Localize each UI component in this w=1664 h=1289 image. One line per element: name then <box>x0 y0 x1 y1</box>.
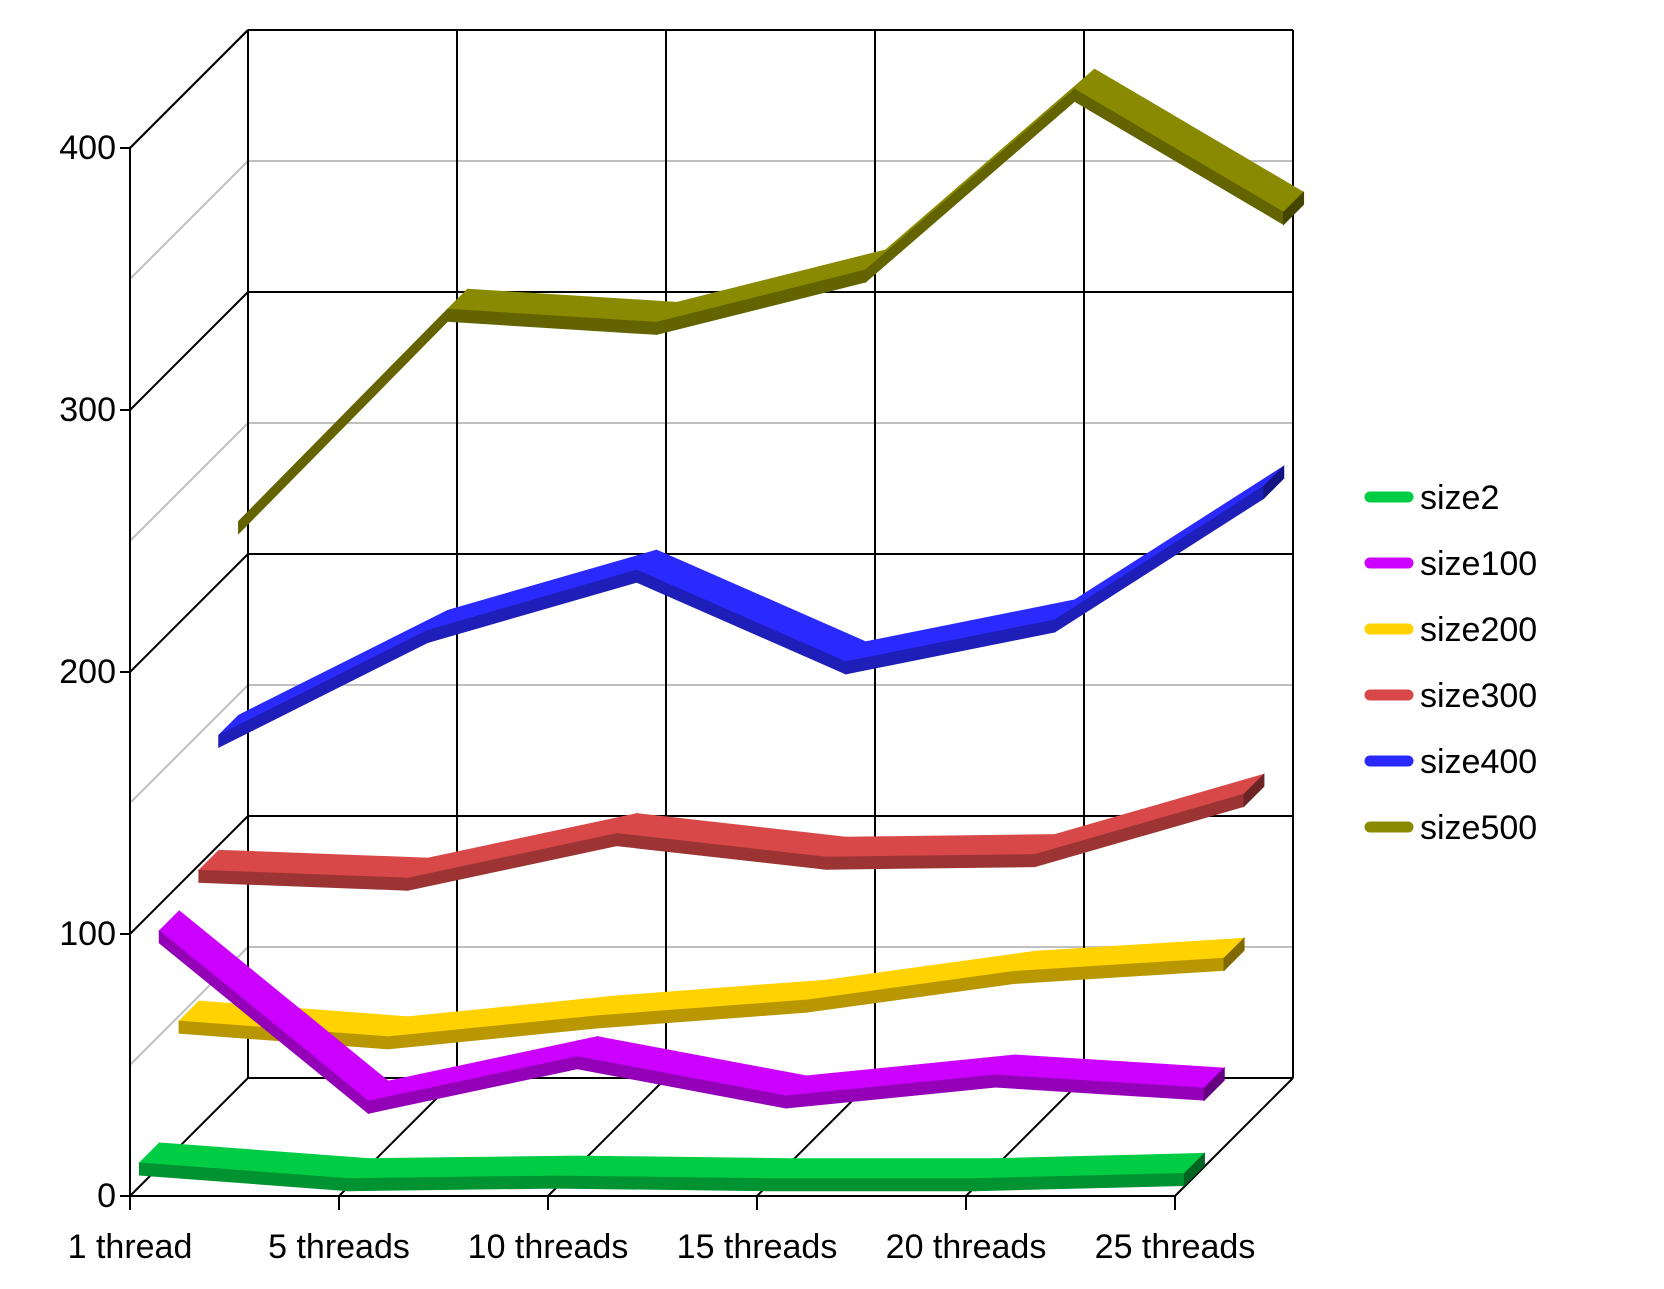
ribbon-end-cap <box>1223 937 1245 972</box>
x-tick-label: 20 threads <box>886 1228 1047 1266</box>
x-tick-label: 15 threads <box>677 1228 838 1266</box>
legend-label: size200 <box>1420 611 1537 649</box>
legend-label: size300 <box>1420 677 1537 715</box>
x-tick-label: 25 threads <box>1095 1228 1256 1266</box>
ribbon-top-segment <box>1073 68 1305 213</box>
ribbon-end-cap <box>1183 1152 1205 1187</box>
x-tick-label: 1 thread <box>68 1228 193 1266</box>
ribbon-top-segment <box>1034 773 1265 856</box>
floor-depth-line <box>129 1077 249 1197</box>
wall-top-line <box>129 29 249 149</box>
minor-gridline-side <box>129 422 249 542</box>
series-size400 <box>218 465 1285 749</box>
y-tick-label: 100 <box>59 915 116 953</box>
y-tick-label: 300 <box>59 391 116 429</box>
ribbon-front-segment <box>556 1175 767 1192</box>
ribbon-top-segment <box>218 609 449 736</box>
series-layer <box>138 68 1305 1192</box>
ribbon-top-segment <box>347 1155 579 1180</box>
ribbon-end-cap <box>1283 191 1305 226</box>
x-tick-label: 5 threads <box>268 1228 410 1266</box>
series-size2 <box>138 1142 1206 1192</box>
ribbon-front-segment <box>1034 793 1245 868</box>
ribbon-front-segment <box>218 629 429 749</box>
ribbon-front-segment <box>825 854 1036 870</box>
y-tick-label: 400 <box>59 129 116 167</box>
ribbon-front-segment <box>427 569 638 644</box>
x-tick-label: 10 threads <box>468 1228 629 1266</box>
ribbon-end-cap <box>1263 465 1285 500</box>
series-size300 <box>197 773 1265 891</box>
ribbon-top-segment <box>824 834 1057 858</box>
ribbon-top-segment <box>1054 465 1285 621</box>
ribbon-top-segment <box>765 1158 997 1180</box>
ribbon-end-cap <box>1243 773 1265 808</box>
ribbon-front-segment <box>347 1175 558 1192</box>
ribbon-front-segment <box>238 308 449 535</box>
major-gridline-side <box>129 291 249 411</box>
ribbon-front-segment <box>1074 88 1285 226</box>
axis-layer: 0 100 200 300 400 1 thread 5 threads 10 threads… <box>59 129 1255 1266</box>
y-tick-label: 0 <box>97 1177 116 1215</box>
minor-gridline-side <box>129 684 249 804</box>
minor-gridline-side <box>129 160 249 280</box>
y-tick-label: 200 <box>59 653 116 691</box>
ribbon-top-segment <box>654 249 888 324</box>
ribbon-top-segment <box>556 1155 788 1180</box>
series-size500 <box>238 68 1305 535</box>
legend-label: size500 <box>1420 809 1537 847</box>
floor-depth-line <box>1174 1077 1294 1197</box>
legend-label: size400 <box>1420 743 1537 781</box>
legend-label: size100 <box>1420 545 1537 583</box>
ribbon-front-segment <box>765 1178 976 1192</box>
major-gridline-side <box>129 553 249 673</box>
ribbon-top-segment <box>427 549 658 631</box>
ribbon-front-segment <box>1054 485 1265 633</box>
ribbon-front-segment <box>865 88 1076 284</box>
major-gridline-side <box>129 815 249 935</box>
series-size100 <box>158 910 1226 1115</box>
legend-layer: size2 size100 size200 size300 size400 size500 <box>1364 479 1537 847</box>
legend-label: size2 <box>1420 479 1499 517</box>
ribbon-end-cap <box>1203 1066 1225 1102</box>
ribbon-top-segment <box>635 549 867 663</box>
